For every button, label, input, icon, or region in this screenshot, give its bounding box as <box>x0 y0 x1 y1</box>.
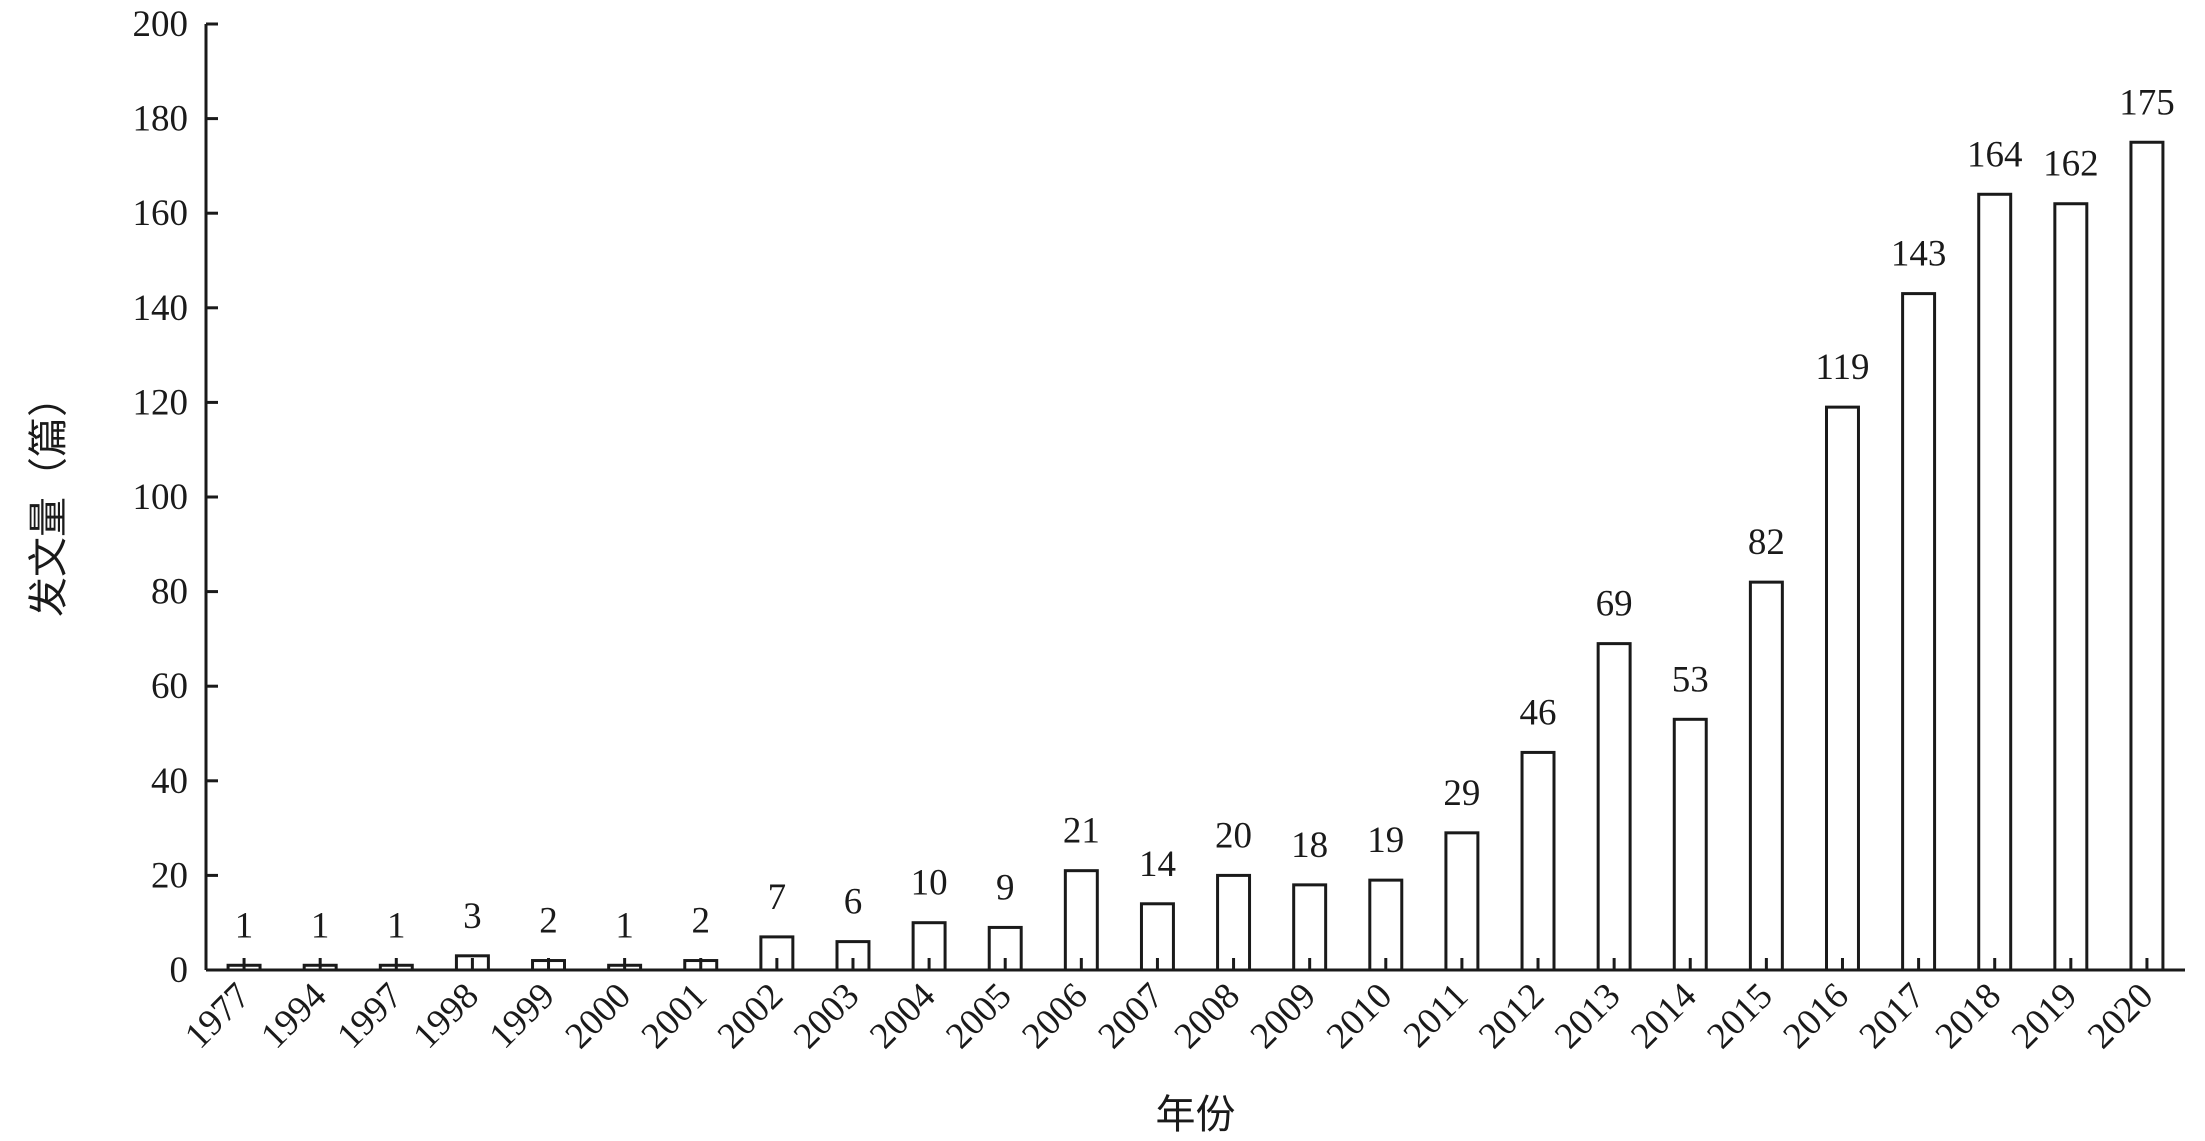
data-label: 46 <box>1520 692 1557 733</box>
y-tick-label: 180 <box>133 99 189 140</box>
x-tick-label: 2000 <box>558 975 639 1056</box>
y-axis-title: 发文量（篇） <box>26 377 71 617</box>
bar-2019 <box>2053 202 2089 972</box>
bar-2008 <box>1216 873 1252 972</box>
data-label: 53 <box>1672 659 1709 700</box>
y-tick-label: 60 <box>151 666 188 707</box>
x-tick-label: 1994 <box>253 975 334 1056</box>
x-tick-label: 2001 <box>634 975 715 1056</box>
data-label: 6 <box>844 882 863 923</box>
y-tick-label: 200 <box>133 4 189 45</box>
x-tick-label: 2017 <box>1852 975 1933 1056</box>
x-tick-label: 2016 <box>1776 975 1857 1056</box>
y-tick-label: 20 <box>151 855 188 896</box>
data-label: 18 <box>1291 825 1328 866</box>
data-label: 69 <box>1596 584 1633 625</box>
bar-2014 <box>1672 717 1708 972</box>
y-tick-label: 120 <box>133 382 189 423</box>
bars-layer <box>226 140 2165 972</box>
x-tick-label: 2018 <box>1928 975 2009 1056</box>
data-label: 29 <box>1443 773 1480 814</box>
bar-2017 <box>1901 292 1937 972</box>
x-tick-label: 2006 <box>1014 975 1095 1056</box>
y-ticks-layer: 0 20 40 60 80 100 120 140 160 180 200 <box>133 4 218 991</box>
y-tick-label: 100 <box>133 477 189 518</box>
data-label: 9 <box>996 867 1015 908</box>
data-label: 1 <box>235 905 254 946</box>
bar-2012 <box>1520 750 1556 972</box>
data-label: 119 <box>1815 347 1869 388</box>
x-tick-label: 2014 <box>1623 975 1704 1056</box>
data-label: 19 <box>1367 820 1404 861</box>
y-tick-label: 40 <box>151 761 188 802</box>
x-tick-label: 1997 <box>329 975 410 1056</box>
x-tick-label: 1999 <box>482 975 563 1056</box>
data-label: 20 <box>1215 815 1252 856</box>
x-tick-label: 2005 <box>938 975 1019 1056</box>
x-tick-label: 2002 <box>710 975 791 1056</box>
data-label: 3 <box>463 896 482 937</box>
data-label: 2 <box>692 901 711 942</box>
bar-2015 <box>1748 580 1784 972</box>
data-label: 21 <box>1063 811 1100 852</box>
bar-2016 <box>1824 405 1860 972</box>
x-ticks-layer: 1977199419971998199920002001200220032004… <box>177 958 2161 1057</box>
bar-2013 <box>1596 642 1632 972</box>
x-tick-label: 2015 <box>1699 975 1780 1056</box>
x-tick-label: 2019 <box>2004 975 2085 1056</box>
bar-2010 <box>1368 878 1404 972</box>
x-axis-title: 年份 <box>1156 1092 1236 1137</box>
data-label: 175 <box>2119 82 2175 123</box>
data-label: 1 <box>311 905 330 946</box>
x-tick-label: 2003 <box>786 975 867 1056</box>
bar-2018 <box>1977 192 2013 972</box>
data-label: 162 <box>2043 144 2099 185</box>
data-label: 2 <box>539 901 558 942</box>
axes-layer <box>204 24 2185 972</box>
y-tick-label: 80 <box>151 572 188 613</box>
bar-2006 <box>1063 869 1099 972</box>
x-tick-label: 2008 <box>1167 975 1248 1056</box>
data-label: 143 <box>1891 234 1947 275</box>
x-tick-label: 2004 <box>862 975 943 1056</box>
bar-2011 <box>1444 831 1480 972</box>
bar-2009 <box>1292 883 1328 972</box>
data-label: 7 <box>768 877 787 918</box>
x-tick-label: 2012 <box>1471 975 1552 1056</box>
y-tick-label: 140 <box>133 288 189 329</box>
x-tick-label: 2013 <box>1547 975 1628 1056</box>
x-tick-label: 2020 <box>2080 975 2161 1056</box>
x-tick-label: 2010 <box>1319 975 1400 1056</box>
x-tick-label: 2007 <box>1090 975 1171 1056</box>
data-label: 1 <box>615 905 634 946</box>
x-tick-label: 1977 <box>177 975 258 1056</box>
x-tick-label: 1998 <box>405 975 486 1056</box>
data-label: 1 <box>387 905 406 946</box>
y-tick-label: 160 <box>133 193 189 234</box>
x-tick-label: 2009 <box>1243 975 1324 1056</box>
data-label: 10 <box>911 863 948 904</box>
data-label: 82 <box>1748 522 1785 563</box>
data-label: 164 <box>1967 134 2023 175</box>
data-label: 14 <box>1139 844 1176 885</box>
bar-2020 <box>2129 140 2165 972</box>
y-tick-label: 0 <box>170 950 189 991</box>
x-tick-label: 2011 <box>1396 975 1476 1055</box>
